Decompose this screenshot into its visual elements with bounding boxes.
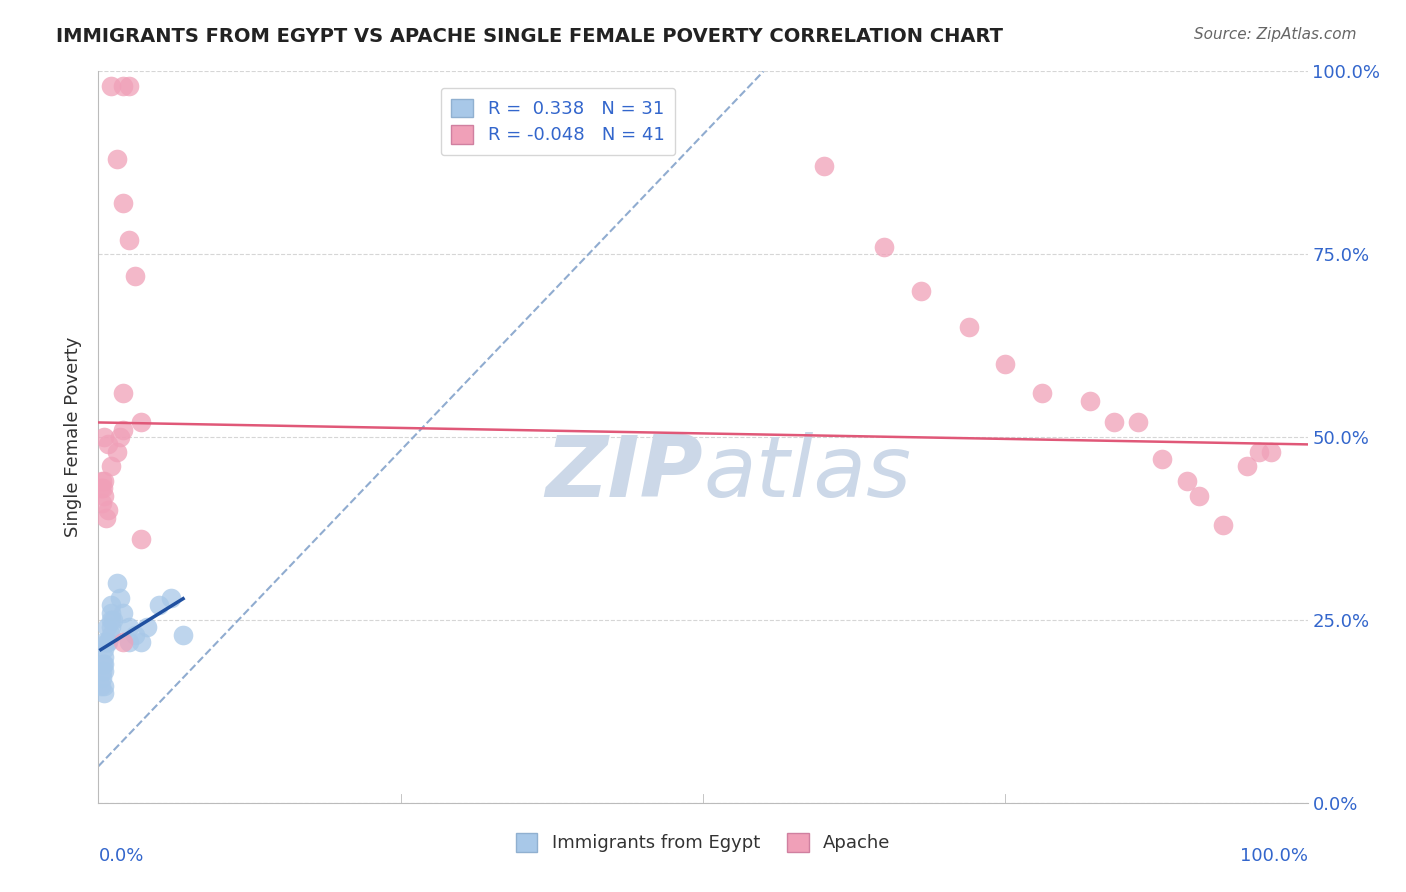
Point: [873, 240, 896, 254]
Point: [111, 78, 134, 93]
Text: atlas: atlas: [703, 432, 911, 516]
Point: [118, 620, 141, 634]
Point: [105, 152, 128, 166]
Point: [91, 672, 114, 686]
Point: [111, 196, 134, 211]
Point: [111, 386, 134, 401]
Point: [97, 437, 120, 451]
Point: [90, 481, 112, 495]
Point: [100, 459, 122, 474]
Point: [129, 416, 152, 430]
Point: [108, 430, 131, 444]
Point: [105, 444, 128, 458]
Point: [111, 606, 134, 620]
Point: [93, 474, 115, 488]
Point: [118, 635, 141, 649]
Point: [93, 635, 115, 649]
Point: [111, 635, 134, 649]
Text: Source: ZipAtlas.com: Source: ZipAtlas.com: [1194, 27, 1357, 42]
Point: [1212, 517, 1234, 532]
Point: [96, 620, 118, 634]
Point: [1175, 474, 1198, 488]
Point: [813, 160, 835, 174]
Point: [105, 576, 128, 591]
Point: [100, 78, 122, 93]
Point: [91, 496, 114, 510]
Point: [101, 613, 124, 627]
Point: [93, 679, 115, 693]
Point: [118, 78, 141, 93]
Point: [1188, 489, 1211, 503]
Point: [129, 533, 152, 547]
Text: ZIP: ZIP: [546, 432, 703, 516]
Point: [100, 620, 122, 634]
Point: [129, 635, 152, 649]
Point: [100, 627, 122, 641]
Point: [94, 510, 117, 524]
Point: [100, 599, 122, 613]
Point: [135, 620, 157, 634]
Point: [1260, 444, 1282, 458]
Point: [172, 627, 194, 641]
Point: [93, 430, 115, 444]
Point: [994, 357, 1017, 371]
Point: [100, 606, 122, 620]
Point: [108, 591, 131, 605]
Point: [97, 503, 120, 517]
Point: [1078, 393, 1101, 408]
Point: [148, 599, 170, 613]
Point: [93, 657, 115, 671]
Legend: Immigrants from Egypt, Apache: Immigrants from Egypt, Apache: [509, 826, 897, 860]
Point: [91, 664, 114, 678]
Point: [91, 481, 114, 495]
Point: [1236, 459, 1258, 474]
Point: [93, 642, 115, 657]
Text: 100.0%: 100.0%: [1240, 847, 1308, 864]
Point: [97, 635, 120, 649]
Point: [91, 657, 114, 671]
Point: [100, 613, 122, 627]
Text: IMMIGRANTS FROM EGYPT VS APACHE SINGLE FEMALE POVERTY CORRELATION CHART: IMMIGRANTS FROM EGYPT VS APACHE SINGLE F…: [56, 27, 1004, 45]
Point: [93, 686, 115, 700]
Point: [111, 423, 134, 437]
Point: [160, 591, 183, 605]
Point: [90, 679, 112, 693]
Point: [118, 233, 141, 247]
Point: [1249, 444, 1271, 458]
Text: 0.0%: 0.0%: [98, 847, 143, 864]
Point: [93, 489, 115, 503]
Point: [1031, 386, 1053, 401]
Point: [93, 664, 115, 678]
Point: [1152, 452, 1174, 467]
Point: [124, 627, 146, 641]
Point: [91, 474, 114, 488]
Y-axis label: Single Female Poverty: Single Female Poverty: [65, 337, 83, 537]
Point: [96, 635, 118, 649]
Point: [957, 320, 980, 334]
Point: [93, 649, 115, 664]
Point: [1102, 416, 1125, 430]
Point: [1128, 416, 1150, 430]
Point: [910, 284, 932, 298]
Point: [124, 269, 146, 284]
